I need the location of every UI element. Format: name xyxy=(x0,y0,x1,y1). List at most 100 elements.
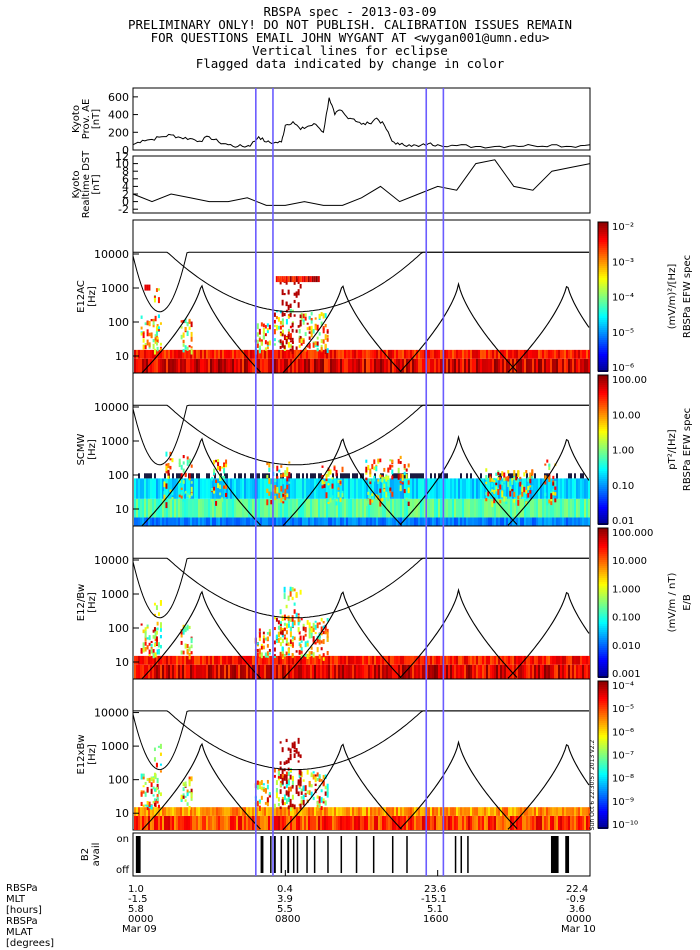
heat-cell xyxy=(258,478,260,499)
scmw-arc xyxy=(133,404,589,466)
heat-cell xyxy=(159,743,162,749)
heat-cell xyxy=(582,498,584,518)
heat-cell xyxy=(244,473,246,479)
heat-cell xyxy=(318,313,321,319)
colorbar-cell xyxy=(598,224,608,226)
heat-cell xyxy=(434,664,436,679)
heat-cell xyxy=(544,349,546,359)
heat-cell xyxy=(156,621,159,626)
heat-cell xyxy=(336,517,338,526)
heat-cell xyxy=(341,490,344,494)
heat-cell xyxy=(432,815,434,830)
heat-cell xyxy=(165,502,168,509)
heat-cell xyxy=(138,815,140,830)
heat-cell xyxy=(320,664,322,679)
heat-cell xyxy=(294,664,296,679)
heat-cell xyxy=(299,777,302,784)
heat-cell xyxy=(140,358,142,373)
heat-cell xyxy=(432,349,434,359)
heat-cell xyxy=(322,798,325,802)
heat-cell xyxy=(512,498,514,518)
heat-cell xyxy=(290,655,292,665)
heat-cell xyxy=(578,349,580,359)
heat-cell xyxy=(544,492,547,496)
heat-cell xyxy=(258,473,260,479)
heat-cell xyxy=(277,276,280,283)
heat-cell xyxy=(420,349,422,359)
heat-cell xyxy=(586,815,588,830)
heat-cell xyxy=(340,517,342,526)
e12xbw-arc xyxy=(399,740,518,830)
heat-cell xyxy=(289,805,292,812)
heat-cell xyxy=(140,649,143,654)
heat-cell xyxy=(405,468,408,472)
heat-cell xyxy=(202,358,204,373)
heat-cell xyxy=(278,664,280,679)
colorbar-cell xyxy=(598,644,608,646)
heat-cell xyxy=(576,655,578,665)
heat-cell xyxy=(214,517,216,526)
heat-cell xyxy=(283,628,286,632)
heat-cell xyxy=(308,627,311,634)
heat-cell xyxy=(468,815,470,830)
heat-cell xyxy=(180,640,183,645)
heat-cell xyxy=(586,517,588,526)
heat-cell xyxy=(505,496,508,501)
heat-cell xyxy=(268,664,270,679)
scmw-colorbar xyxy=(597,374,609,525)
heat-cell xyxy=(281,319,284,326)
heat-cell xyxy=(276,815,278,830)
heat-cell xyxy=(474,655,476,665)
colorbar-cell xyxy=(598,815,608,817)
heat-cell xyxy=(268,793,271,798)
heat-cell xyxy=(262,473,264,479)
heat-cell xyxy=(250,664,252,679)
heat-cell xyxy=(302,313,305,319)
heat-cell xyxy=(490,517,492,526)
heat-cell xyxy=(182,332,185,338)
heat-cell xyxy=(326,631,329,638)
heat-cell xyxy=(548,478,550,499)
heat-cell xyxy=(258,784,261,790)
e12bw-frame xyxy=(132,525,591,680)
heat-cell xyxy=(262,323,265,328)
scmw-ytick-label: 10 xyxy=(115,503,129,516)
heat-cell xyxy=(510,807,512,816)
heat-cell xyxy=(140,655,142,665)
colorbar-cell xyxy=(598,767,608,769)
heat-cell xyxy=(289,627,292,632)
heat-cell xyxy=(138,517,140,526)
heat-cell xyxy=(324,664,326,679)
heat-cell xyxy=(300,316,303,322)
heat-cell xyxy=(582,517,584,526)
heat-cell xyxy=(236,349,238,359)
heat-cell xyxy=(281,276,284,283)
heat-cell xyxy=(495,482,498,486)
colorbar-cell xyxy=(598,554,608,556)
colorbar-cell xyxy=(598,791,608,793)
heat-cell xyxy=(182,782,185,787)
heat-cell xyxy=(165,451,168,457)
heat-cell xyxy=(310,517,312,526)
heat-cell xyxy=(420,664,422,679)
heat-cell xyxy=(280,465,283,468)
heat-cell xyxy=(374,478,376,499)
colorbar-cell xyxy=(598,409,608,411)
heat-cell xyxy=(170,815,172,830)
heat-cell xyxy=(262,815,264,830)
heat-cell xyxy=(554,358,556,373)
heat-cell xyxy=(394,478,396,499)
heat-cell xyxy=(490,664,492,679)
heat-cell xyxy=(544,478,546,499)
heat-cell xyxy=(238,478,240,499)
heat-cell xyxy=(405,474,408,479)
heat-cell xyxy=(144,641,147,646)
heat-cell xyxy=(294,349,296,359)
heat-cell xyxy=(556,498,558,518)
heat-cell xyxy=(219,475,222,481)
colorbar-cell xyxy=(598,797,608,799)
heat-cell xyxy=(224,498,226,518)
heat-cell xyxy=(404,473,406,479)
heat-cell xyxy=(493,480,496,483)
b2-on-bar xyxy=(313,836,316,873)
